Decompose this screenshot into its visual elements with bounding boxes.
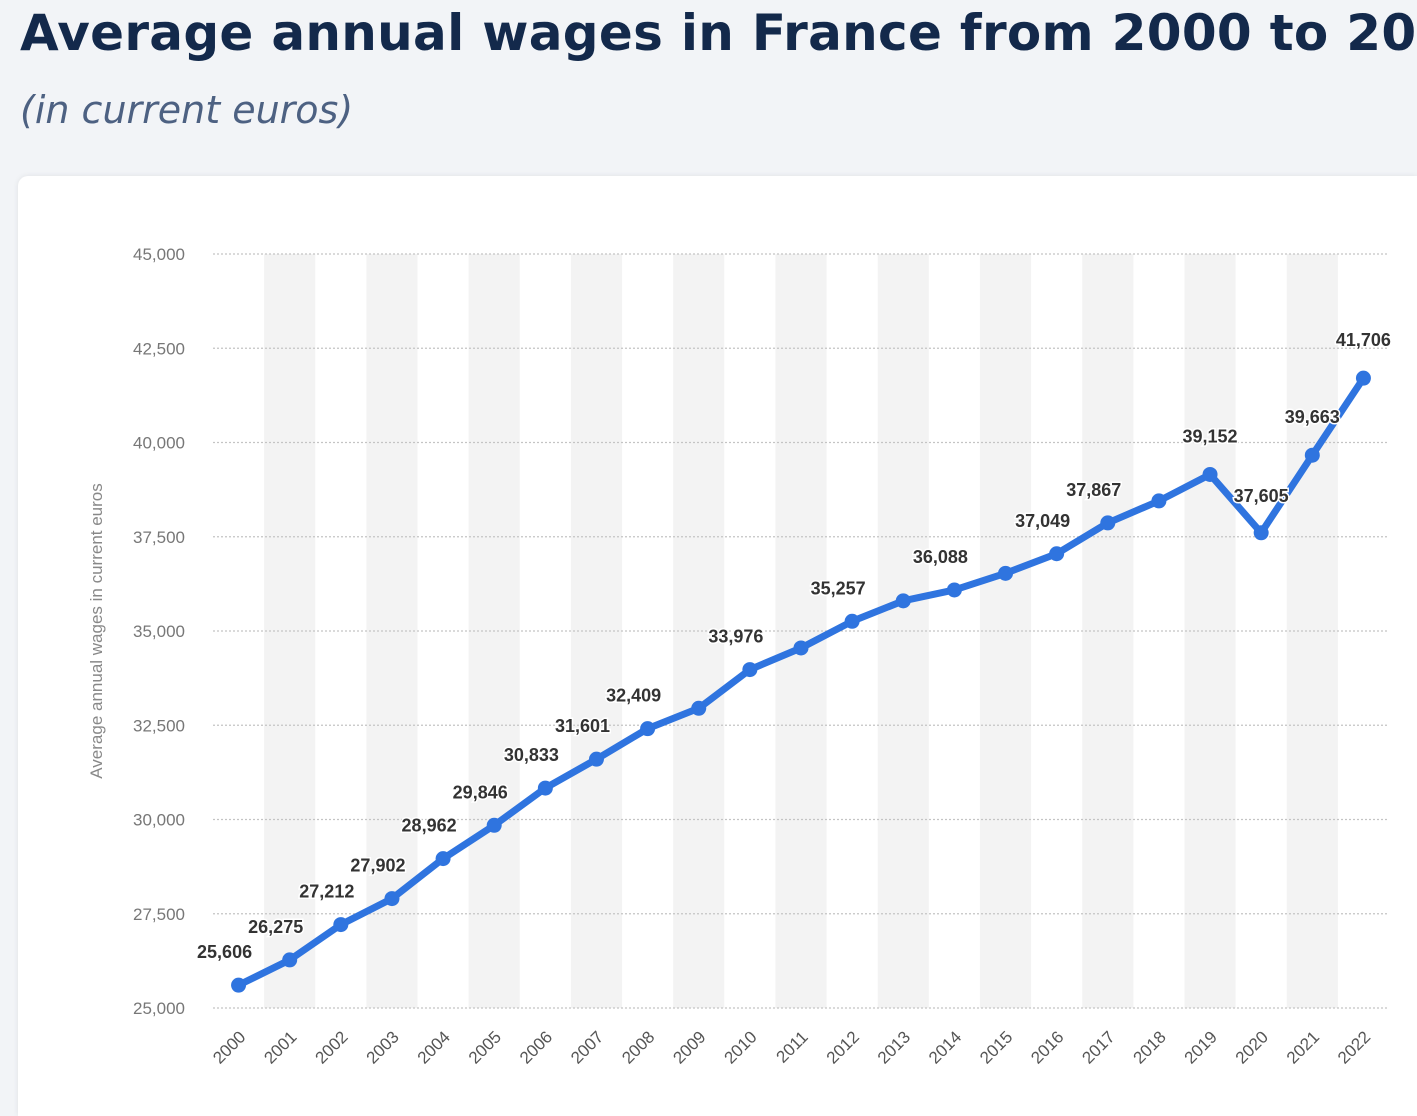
x-tick-label: 2015 [976, 1027, 1016, 1067]
data-point [1355, 370, 1371, 386]
data-point [844, 613, 860, 629]
line-chart: 25,000 27,500 30,000 32,500 35,000 37,500 40,0… [87, 245, 1393, 1068]
y-tick-label: 25,000 [133, 999, 185, 1018]
data-labels: 25,606 26,275 27,212 27,902 28,962 29,846 30,8… [196, 329, 1393, 964]
data-point [1151, 493, 1167, 509]
x-tick-label: 2002 [311, 1027, 351, 1067]
data-point [231, 977, 247, 993]
data-label: 27,212 [299, 882, 354, 902]
chart-card: 25,000 27,500 30,000 32,500 35,000 37,500 40,0… [18, 176, 1417, 1116]
x-tick-label: 2013 [874, 1027, 914, 1067]
data-label: 41,706 [1336, 330, 1391, 350]
data-point [588, 751, 604, 767]
data-label: 30,833 [504, 745, 559, 765]
x-tick-label: 2012 [823, 1027, 863, 1067]
data-label: 36,088 [913, 547, 968, 567]
x-tick-label: 2000 [209, 1027, 249, 1067]
y-tick-label: 32,500 [133, 716, 185, 735]
x-tick-label: 2021 [1283, 1027, 1323, 1067]
data-point [537, 780, 553, 796]
y-tick-label: 40,000 [133, 434, 185, 453]
data-point [1253, 525, 1269, 541]
x-tick-label: 2014 [925, 1027, 965, 1067]
data-point [282, 952, 298, 968]
y-axis-title: Average annual wages in current euros [87, 483, 106, 778]
data-label: 32,409 [606, 686, 661, 706]
data-label: 37,049 [1015, 511, 1070, 531]
x-tick-label: 2010 [721, 1027, 761, 1067]
data-label: 29,846 [453, 782, 508, 802]
x-tick-label: 2017 [1078, 1027, 1118, 1067]
y-tick-labels: 25,000 27,500 30,000 32,500 35,000 37,500 40,0… [133, 245, 185, 1018]
data-label: 37,605 [1234, 486, 1289, 506]
x-tick-label: 2007 [567, 1027, 607, 1067]
y-tick-label: 37,500 [133, 528, 185, 547]
data-point [998, 565, 1014, 581]
data-label: 37,867 [1066, 480, 1121, 500]
data-label: 39,663 [1285, 407, 1340, 427]
data-point [333, 917, 349, 933]
data-point [1100, 515, 1116, 531]
data-point [640, 721, 656, 737]
x-tick-label: 2018 [1130, 1027, 1170, 1067]
data-label: 35,257 [811, 578, 866, 598]
data-point [691, 700, 707, 716]
data-label: 25,606 [197, 942, 252, 962]
y-tick-label: 45,000 [133, 245, 185, 264]
x-tick-label: 2020 [1232, 1027, 1272, 1067]
data-label: 26,275 [248, 917, 303, 937]
data-points [231, 370, 1371, 993]
data-label: 31,601 [555, 716, 610, 736]
y-tick-label: 35,000 [133, 622, 185, 641]
data-point [486, 817, 502, 833]
data-point [1202, 466, 1218, 482]
data-point [895, 593, 911, 609]
page-subtitle: (in current euros) [20, 88, 354, 132]
x-tick-label: 2004 [414, 1027, 454, 1067]
x-tick-label: 2016 [1027, 1027, 1067, 1067]
x-tick-label: 2008 [618, 1027, 658, 1067]
x-tick-label: 2001 [260, 1027, 300, 1067]
x-tick-labels: 2000 2001 2002 2003 2004 2005 2006 2007 2008 2009… [209, 1027, 1374, 1067]
data-point [435, 851, 451, 867]
y-tick-label: 42,500 [133, 339, 185, 358]
data-point [742, 662, 758, 678]
data-label: 39,152 [1183, 426, 1238, 446]
data-point [793, 640, 809, 656]
data-label: 33,976 [708, 627, 763, 647]
data-label: 27,902 [350, 856, 405, 876]
data-label: 28,962 [402, 816, 457, 836]
x-tick-label: 2003 [363, 1027, 403, 1067]
data-point [1049, 546, 1065, 562]
x-tick-label: 2006 [516, 1027, 556, 1067]
x-tick-label: 2011 [773, 1027, 812, 1066]
data-point [1304, 447, 1320, 463]
x-tick-label: 2022 [1334, 1027, 1374, 1067]
x-tick-label: 2005 [465, 1027, 505, 1067]
x-tick-label: 2009 [669, 1027, 709, 1067]
y-tick-label: 27,500 [133, 905, 185, 924]
y-gridlines [213, 253, 1389, 1009]
y-tick-label: 30,000 [133, 811, 185, 830]
data-point [384, 891, 400, 907]
page-title: Average annual wages in France from 2000… [20, 4, 1417, 62]
x-tick-label: 2019 [1181, 1027, 1221, 1067]
data-point [946, 582, 962, 598]
